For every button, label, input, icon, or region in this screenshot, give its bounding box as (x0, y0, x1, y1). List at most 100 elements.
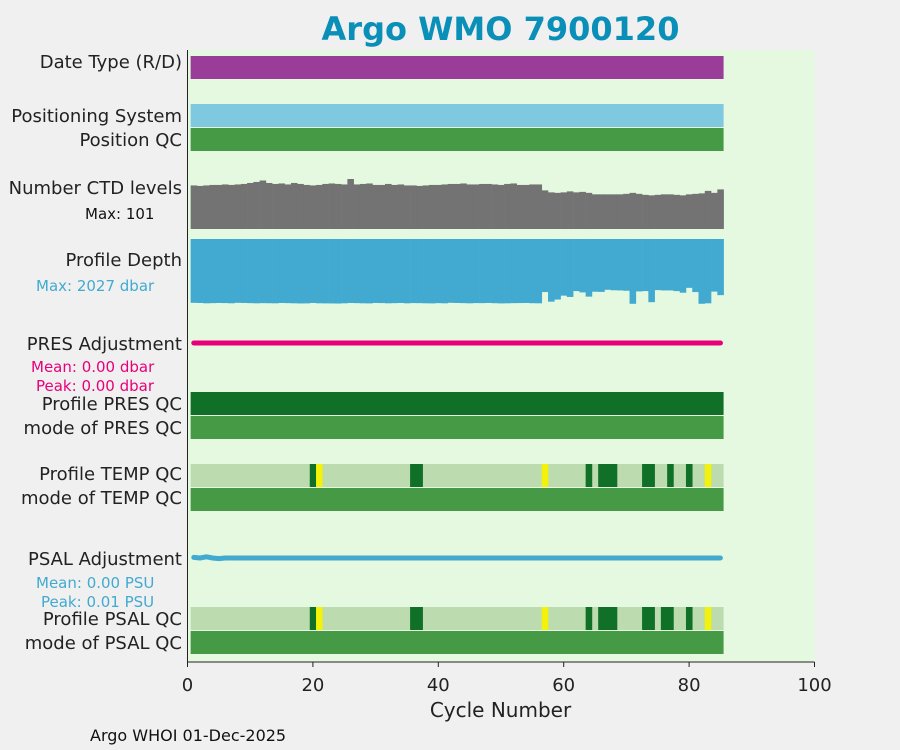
profile-psal-qc-flag (610, 607, 618, 630)
ctd-levels-bar (554, 192, 561, 229)
profile-depth-bar (504, 239, 511, 304)
profile-depth-bar (510, 239, 517, 304)
profile-depth-bar (585, 239, 593, 297)
label-profile-temp-qc: Profile TEMP QC (39, 464, 182, 485)
ctd-levels-bar (660, 194, 668, 229)
ctd-levels-bar (203, 185, 210, 229)
profile-depth-bar (234, 239, 242, 303)
profile-depth-bar (366, 239, 373, 304)
ctd-levels-bar (265, 182, 273, 229)
profile-depth-bar (391, 239, 398, 304)
profile-depth-bar (560, 239, 568, 296)
profile-depth-bar (441, 239, 449, 304)
profile-depth-bar (190, 239, 198, 303)
pres-mean: Mean: 0.00 dbar (31, 358, 155, 376)
x-tick-label: 0 (182, 675, 193, 696)
profile-temp-qc-flag (648, 464, 655, 487)
profile-psal-qc-flag (604, 607, 612, 630)
ctd-levels-bar (535, 184, 543, 229)
ctd-levels-bar (309, 185, 317, 229)
ctd-levels-bar (591, 194, 599, 229)
profile-temp-qc-flag (416, 464, 423, 487)
ctd-levels-bar (234, 184, 242, 229)
label-profile-depth: Profile Depth (65, 250, 182, 271)
profile-depth-bar (598, 239, 605, 292)
ctd-levels-bar (566, 191, 574, 229)
ctd-levels-bar (522, 184, 530, 229)
profile-depth-bar (397, 239, 405, 303)
profile-depth-bar (422, 239, 430, 304)
profile-depth-bar (717, 239, 724, 296)
ctd-levels-bar (460, 183, 467, 229)
ctd-levels-bar (397, 184, 405, 229)
label-positioning-system: Positioning System (11, 106, 182, 127)
positioning-system-bar (190, 104, 724, 127)
profile-depth-bar (322, 239, 329, 304)
profile-temp-qc-flag (585, 464, 593, 487)
profile-depth-bar (203, 239, 210, 304)
label-psal-adjustment: PSAL Adjustment (27, 549, 182, 570)
profile-temp-qc-flag (410, 464, 417, 487)
mode-psal-qc-bar (190, 631, 724, 654)
x-axis-label: Cycle Number (429, 698, 572, 722)
profile-temp-qc-flag (642, 464, 649, 487)
profile-psal-qc-flag (316, 607, 323, 630)
ctd-levels-bar (428, 184, 436, 229)
profile-depth-bar (610, 239, 618, 291)
mode-temp-qc-bar (190, 488, 724, 511)
profile-depth-bar (635, 239, 643, 292)
ctd-levels-bar (385, 183, 392, 229)
profile-depth-bar (290, 239, 298, 304)
ctd-levels-bar (259, 180, 267, 229)
profile-depth-bar (385, 239, 392, 304)
position-qc-bar (190, 128, 724, 151)
profile-depth-bar (479, 239, 486, 304)
profile-depth-bar (447, 239, 455, 303)
ctd-levels-bar (366, 183, 373, 229)
profile-depth-bar (648, 239, 655, 303)
ctd-levels-bar (610, 194, 618, 229)
profile-depth-bar (616, 239, 624, 291)
profile-temp-qc-flag (704, 464, 712, 487)
profile-depth-bar (378, 239, 386, 304)
ctd-levels-bar (560, 192, 568, 229)
ctd-levels-bar (372, 184, 380, 229)
label-mode-temp-qc: mode of TEMP QC (20, 488, 182, 509)
profile-depth-bar (460, 239, 467, 304)
profile-psal-qc-flag (642, 607, 649, 630)
ctd-levels-bar (717, 189, 724, 229)
profile-depth-bar (228, 239, 235, 304)
ctd-levels-bar (215, 184, 223, 229)
ctd-levels-bar (322, 183, 329, 229)
profile-temp-qc-flag (541, 464, 549, 487)
profile-depth-bar (548, 239, 555, 302)
mode-pres-qc-bar (190, 416, 724, 439)
ctd-levels-bar (253, 181, 260, 229)
profile-depth-bar (654, 239, 662, 291)
profile-depth-bar (679, 239, 687, 293)
profile-psal-qc-flag (416, 607, 423, 630)
profile-depth-bar (265, 239, 273, 304)
profile-temp-qc-flag (610, 464, 618, 487)
profile-depth-bar (209, 239, 217, 304)
label-profile-psal-qc: Profile PSAL QC (42, 609, 182, 630)
ctd-levels-bar (704, 190, 712, 229)
label-mode-psal-qc: mode of PSAL QC (24, 633, 182, 654)
profile-depth-bar (334, 239, 342, 304)
ctd-levels-bar (278, 183, 285, 229)
profile-psal-qc-flag (667, 607, 674, 630)
ctd-levels-bar (297, 183, 304, 229)
ctd-levels-bar (479, 183, 486, 229)
ctd-levels-bar (378, 184, 386, 229)
profile-temp-qc-flag (667, 464, 674, 487)
chart-marks (190, 56, 724, 654)
profile-temp-qc-flag (685, 464, 693, 487)
label-profile-pres-qc: Profile PRES QC (41, 394, 182, 415)
profile-psal-qc-flag (598, 607, 605, 630)
profile-temp-qc-flag (604, 464, 612, 487)
ctd-levels-bar (190, 185, 198, 229)
x-tick-label: 20 (301, 675, 324, 696)
profile-depth-bar (403, 239, 411, 304)
profile-depth-bar (259, 239, 267, 304)
ctd-levels-bar (548, 192, 555, 229)
